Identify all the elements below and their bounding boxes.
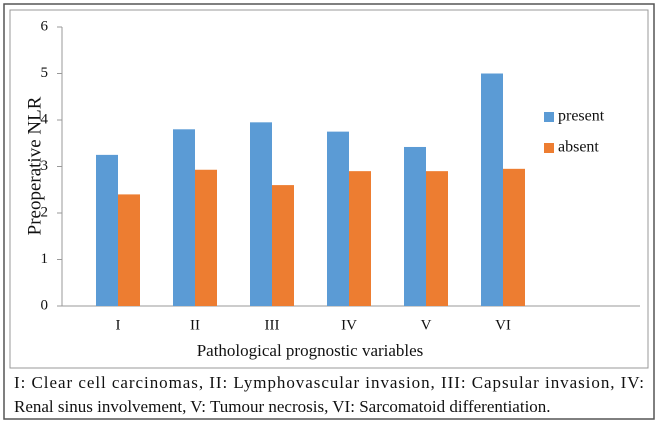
bar — [118, 194, 140, 306]
legend-swatch — [544, 143, 554, 153]
x-tick-label: III — [265, 317, 280, 333]
bar — [349, 171, 371, 306]
bar — [173, 129, 195, 306]
x-tick-label: IV — [341, 317, 357, 333]
y-tick-label: 4 — [41, 111, 49, 127]
caption-line: I: Clear cell carcinomas, II: Lymphovasc… — [14, 373, 644, 392]
outer-frame — [3, 3, 655, 420]
bar — [503, 168, 525, 306]
bar — [250, 122, 272, 306]
bar — [404, 146, 426, 306]
y-tick-label: 2 — [41, 204, 49, 220]
x-tick-label: I — [116, 317, 121, 333]
x-tick-label: II — [190, 317, 200, 333]
y-tick-label: 5 — [41, 65, 49, 81]
bar — [327, 131, 349, 306]
bar — [481, 73, 503, 306]
x-axis-title: Pathological prognostic variables — [197, 341, 424, 360]
chart-frame — [9, 9, 649, 369]
legend-label: present — [558, 108, 605, 125]
y-axis-title: Preoperative NLR — [24, 96, 45, 235]
y-tick-label: 3 — [41, 158, 49, 174]
x-tick-label: V — [421, 317, 432, 333]
bar — [195, 169, 217, 306]
bar — [272, 185, 294, 306]
caption-line: Renal sinus involvement, V: Tumour necro… — [14, 397, 551, 416]
legend-swatch — [544, 112, 554, 122]
x-tick-label: VI — [495, 317, 511, 333]
y-tick-label: 1 — [41, 251, 49, 267]
y-tick-label: 6 — [41, 18, 49, 34]
bar — [96, 154, 118, 306]
bar — [426, 171, 448, 306]
legend-label: absent — [558, 139, 599, 156]
y-tick-label: 0 — [41, 297, 49, 313]
